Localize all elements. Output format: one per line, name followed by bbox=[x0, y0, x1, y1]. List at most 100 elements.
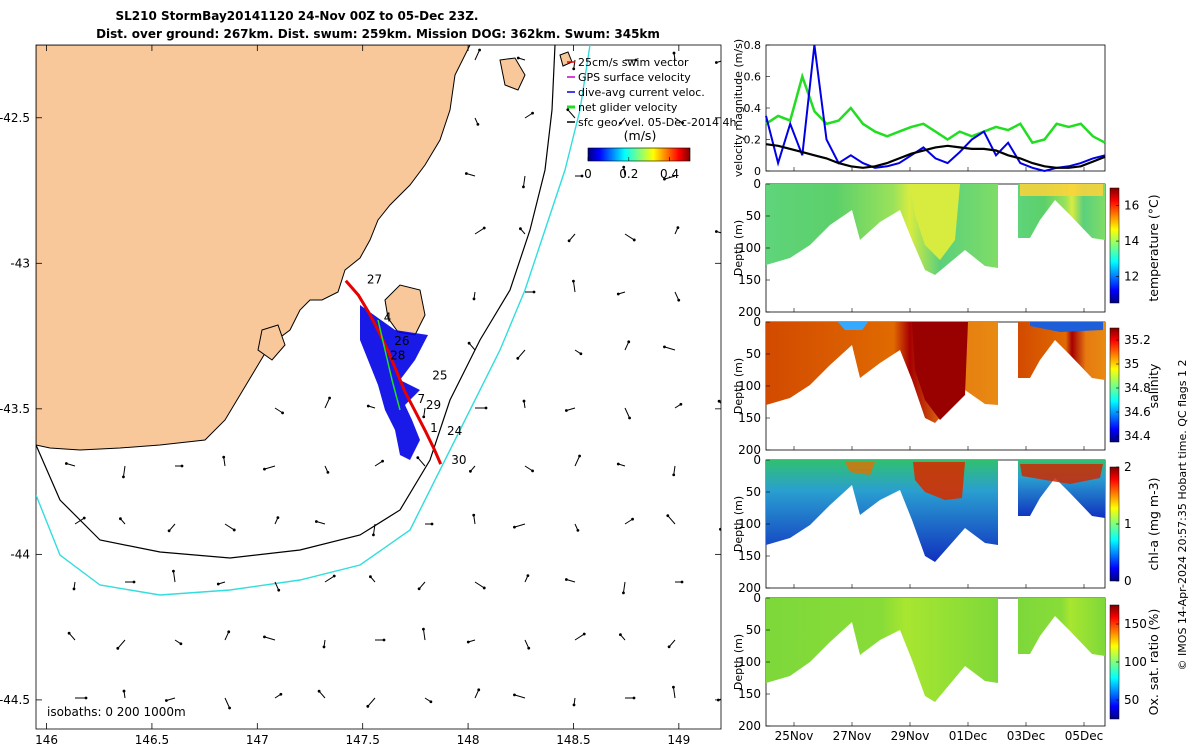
velocity-arrow-head bbox=[222, 455, 226, 459]
velocity-series-line bbox=[765, 143, 1106, 169]
day-label: 4 bbox=[384, 311, 392, 325]
map-colorbar-tick-label: 0.2 bbox=[619, 167, 638, 181]
velocity-arrow-head bbox=[482, 226, 486, 230]
velocity-arrow-head bbox=[513, 693, 516, 697]
velocity-arrow bbox=[264, 465, 276, 470]
velocity-arrow-head bbox=[676, 226, 680, 230]
velocity-arrow-head bbox=[281, 411, 284, 415]
velocity-arrow-head bbox=[116, 646, 120, 650]
depth-y-tick-label: 100 bbox=[738, 655, 761, 669]
title-line-1: SL210 StormBay20141120 24-Nov 00Z to 05-… bbox=[116, 9, 479, 23]
velocity-arrow bbox=[624, 518, 633, 525]
map-x-tick-label: 147 bbox=[246, 733, 269, 747]
velocity-arrow-head bbox=[332, 574, 336, 578]
velocity-arrow bbox=[572, 281, 576, 293]
depth-y-tick-label: 0 bbox=[753, 453, 761, 467]
depth-y-tick-label: 50 bbox=[746, 623, 761, 637]
velocity-arrow bbox=[514, 694, 526, 699]
salinity-panel: 0 50 100 150 200 Depth (m) 34.4 34.6 34.8 35 35.… bbox=[732, 315, 1161, 457]
velocity-arrow-head bbox=[482, 586, 486, 590]
oxygen-ylabel: Depth (m) bbox=[732, 634, 745, 690]
map-x-tick-label: 147.5 bbox=[346, 733, 380, 747]
day-label: 7 bbox=[417, 392, 425, 406]
chla-bloom-2 bbox=[1020, 464, 1103, 484]
time-tick-label: 27Nov bbox=[833, 729, 872, 743]
velocity-arrow bbox=[418, 581, 426, 590]
velocity-arrow bbox=[423, 407, 426, 417]
velocity-arrow-head bbox=[67, 631, 71, 635]
map-colorbar-tick-label: 0.4 bbox=[660, 167, 679, 181]
depth-y-tick-label: 50 bbox=[746, 347, 761, 361]
velocity-arrow-head bbox=[727, 181, 730, 184]
velocity-arrow-head bbox=[328, 396, 331, 400]
day-label: 1 bbox=[430, 421, 438, 435]
velocity-arrow-head bbox=[681, 121, 684, 125]
velocity-arrow-head bbox=[680, 580, 684, 584]
legend-item-3: net glider velocity bbox=[578, 101, 678, 114]
map-colorbar-ticks: 0 0.2 0.4 bbox=[584, 157, 679, 181]
velocity-arrow bbox=[117, 639, 126, 649]
velocity-arrow-head bbox=[369, 575, 372, 579]
velocity-arrow-head bbox=[263, 467, 266, 471]
colorbar-tick-label: 35.2 bbox=[1124, 333, 1151, 347]
net-glider-velocity bbox=[377, 319, 401, 411]
map-y-ticks: -42.5 -43 -43.5 -44 -44.5 bbox=[0, 111, 721, 707]
velocity-arrow-head bbox=[516, 356, 520, 360]
velocity-y-tick-label: 0.8 bbox=[744, 39, 762, 52]
depth-y-tick-label: 150 bbox=[738, 411, 761, 425]
time-tick-label: 05Dec bbox=[1065, 729, 1104, 743]
velocity-arrow-head bbox=[164, 699, 168, 702]
velocity-arrow-head bbox=[276, 516, 280, 520]
oxygen-field bbox=[766, 598, 998, 702]
salinity-salty-core bbox=[912, 322, 968, 420]
velocity-arrow-head bbox=[566, 108, 570, 112]
depth-y-tick-label: 0 bbox=[753, 315, 761, 329]
velocity-arrow bbox=[674, 117, 683, 124]
colorbar-tick-label: 34.4 bbox=[1124, 429, 1151, 443]
time-tick-label: 25Nov bbox=[775, 729, 814, 743]
velocity-arrow-head bbox=[232, 528, 236, 532]
velocity-arrow bbox=[514, 523, 526, 528]
depth-y-tick-label: 100 bbox=[738, 517, 761, 531]
velocity-arrow-head bbox=[522, 399, 526, 403]
time-tick-label: 03Dec bbox=[1007, 729, 1046, 743]
velocity-arrow-head bbox=[728, 107, 731, 110]
velocity-arrow-head bbox=[672, 685, 675, 689]
velocity-arrow-head bbox=[122, 689, 126, 693]
velocity-arrow bbox=[566, 407, 576, 412]
velocity-arrow-head bbox=[663, 177, 666, 181]
legend-item-0: 25cm/s swim vector bbox=[578, 56, 689, 69]
velocity-arrow-head bbox=[616, 462, 620, 466]
velocity-arrow bbox=[664, 346, 676, 351]
velocity-arrow-head bbox=[666, 514, 670, 518]
chla-panel: 0 50 100 150 200 Depth (m) 0 1 2 chl-a (mg m-3… bbox=[732, 453, 1161, 595]
velocity-arrow-head bbox=[531, 111, 534, 115]
velocity-arrow-head bbox=[723, 356, 726, 359]
chla-y-ticks: 0 50 100 150 200 bbox=[738, 453, 770, 595]
oxygen-field-dec bbox=[1018, 598, 1105, 656]
salinity-colorbar-ticks: 34.4 34.6 34.8 35 35.2 bbox=[1116, 333, 1151, 443]
temperature-field-dec bbox=[1018, 184, 1105, 240]
tasman-peninsula bbox=[384, 284, 426, 336]
chla-colorbar-label: chl-a (mg m-3) bbox=[1146, 478, 1161, 571]
velocity-frame bbox=[765, 44, 1106, 172]
velocity-arrow bbox=[166, 697, 176, 702]
colorbar-tick-label: 0 bbox=[1124, 574, 1132, 588]
map-x-tick-label: 149 bbox=[667, 733, 690, 747]
chla-ylabel: Depth (m) bbox=[732, 496, 745, 552]
map-x-tick-label: 148 bbox=[457, 733, 480, 747]
velocity-arrow bbox=[724, 573, 725, 582]
velocity-arrow-head bbox=[522, 185, 525, 189]
velocity-arrow-head bbox=[714, 61, 718, 64]
velocity-arrow-head bbox=[722, 572, 725, 575]
velocity-arrow-head bbox=[372, 533, 375, 537]
velocity-arrow-head bbox=[469, 469, 472, 473]
velocity-arrow-head bbox=[513, 525, 516, 529]
velocity-arrow-head bbox=[632, 696, 636, 700]
velocity-arrow-head bbox=[476, 122, 480, 126]
velocity-arrow-head bbox=[277, 588, 281, 592]
velocity-arrow-head bbox=[381, 459, 384, 463]
velocity-arrow-head bbox=[631, 517, 634, 521]
velocity-arrow bbox=[716, 60, 721, 64]
velocity-arrow-head bbox=[464, 172, 468, 175]
